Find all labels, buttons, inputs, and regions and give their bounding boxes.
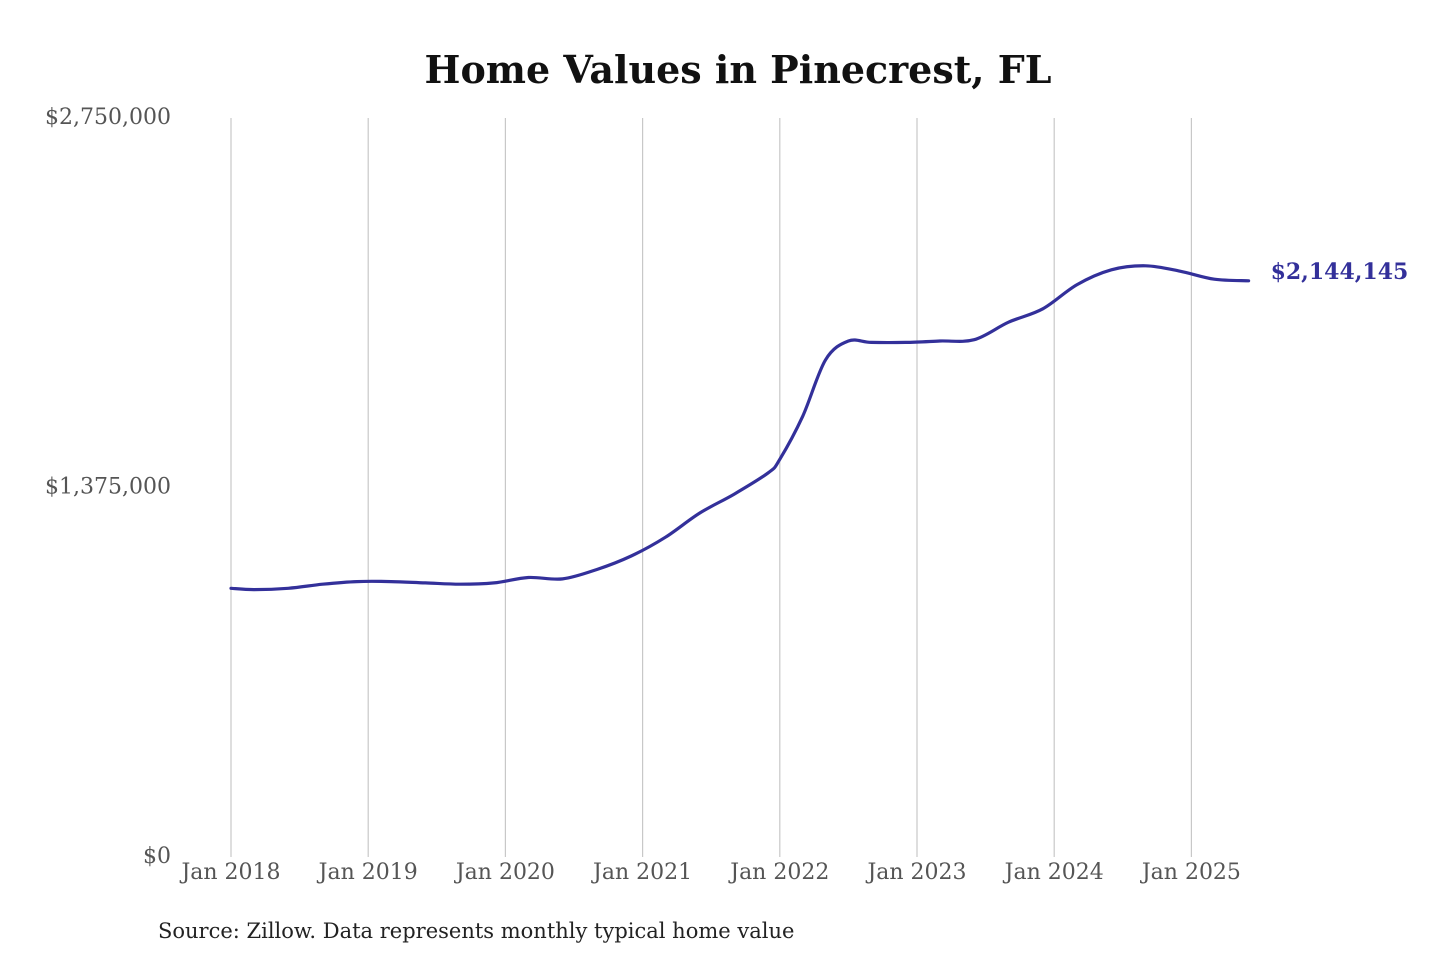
x-tick-label: Jan 2023 [865,860,966,885]
x-axis-tick-labels: Jan 2018 Jan 2019 Jan 2020 Jan 2021 Jan 2022… [179,860,1240,885]
home-value-series-line [229,264,1251,592]
x-tick-label: Jan 2018 [179,860,280,885]
x-tick-label: Jan 2025 [1140,860,1241,885]
y-axis-tick-labels: $0 $1,375,000 $2,750,000 [45,105,171,869]
x-tick-label: Jan 2024 [1003,860,1104,885]
x-tick-label: Jan 2019 [317,860,418,885]
y-tick-label: $1,375,000 [45,475,171,500]
x-tick-label: Jan 2022 [728,860,829,885]
y-tick-label: $2,750,000 [45,105,171,130]
chart-title: Home Values in Pinecrest, FL [425,47,1052,92]
x-tick-label: Jan 2021 [591,860,692,885]
x-tick-label: Jan 2020 [454,860,555,885]
source-note: Source: Zillow. Data represents monthly … [158,919,794,943]
latest-value-label: $2,144,145 [1271,259,1409,285]
gridlines [230,118,1193,857]
y-tick-label: $0 [143,844,171,869]
